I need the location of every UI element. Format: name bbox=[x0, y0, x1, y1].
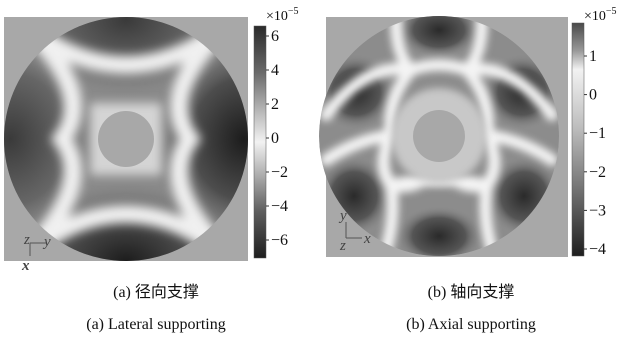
colorbar-tick-label: −4 bbox=[589, 241, 606, 258]
contour-plot-a: 6 4 2 0 −2 −4 −6 ×10−5 z y x bbox=[4, 6, 299, 274]
caption-en-a: (a) Lateral supporting bbox=[86, 316, 226, 333]
colorbar-tick-label: −2 bbox=[589, 164, 606, 181]
colorbar-tick-label: 0 bbox=[589, 87, 597, 104]
central-hole bbox=[413, 110, 465, 162]
caption-cn-a: (a) 径向支撑 bbox=[113, 284, 199, 301]
axis-label-x-a: x bbox=[21, 258, 30, 274]
mirror-disk bbox=[4, 17, 248, 261]
colorbar-tick-label: 0 bbox=[271, 130, 279, 147]
colorbar-a-ticks: 6 4 2 0 −2 −4 −6 bbox=[266, 28, 288, 249]
colorbar-tick-label: 6 bbox=[271, 28, 279, 45]
axis-label-y-a: y bbox=[42, 234, 51, 250]
panel-a: 6 4 2 0 −2 −4 −6 ×10−5 z y x (a) 径向支撑 (a) Late… bbox=[0, 0, 313, 340]
colorbar-tick-label: 1 bbox=[589, 48, 597, 65]
colorbar-tick-label: −4 bbox=[271, 198, 288, 215]
axis-label-y-b: y bbox=[338, 208, 347, 224]
central-hole bbox=[98, 111, 154, 167]
colorbar-b-multiplier: ×10−5 bbox=[584, 6, 617, 24]
colorbar-a bbox=[253, 25, 267, 259]
axis-label-x-b: x bbox=[363, 231, 371, 247]
colorbar-tick-label: −1 bbox=[589, 125, 606, 142]
colorbar-tick-label: 4 bbox=[271, 62, 279, 79]
caption-en-b: (b) Axial supporting bbox=[406, 316, 536, 333]
axis-label-z-a: z bbox=[23, 232, 30, 248]
colorbar-b-ticks: 1 0 −1 −2 −3 −4 bbox=[584, 48, 606, 258]
contour-plot-b: 1 0 −1 −2 −3 −4 ×10−5 y z x bbox=[319, 6, 617, 258]
mirror-disk bbox=[319, 16, 559, 256]
axis-triad-a bbox=[29, 242, 46, 256]
panel-b: 1 0 −1 −2 −3 −4 ×10−5 y z x (b) 轴向支撑 (b) Axia… bbox=[316, 0, 627, 340]
colorbar-tick-label: −3 bbox=[589, 202, 606, 219]
caption-cn-b: (b) 轴向支撑 bbox=[427, 284, 515, 301]
colorbar-tick-label: −6 bbox=[271, 232, 288, 249]
colorbar-tick-label: 2 bbox=[271, 96, 279, 113]
colorbar-a-multiplier: ×10−5 bbox=[266, 6, 299, 24]
colorbar-tick-label: −2 bbox=[271, 164, 288, 181]
axis-triad-b bbox=[345, 222, 362, 239]
colorbar-b bbox=[571, 22, 585, 257]
axis-label-z-b: z bbox=[339, 238, 346, 254]
